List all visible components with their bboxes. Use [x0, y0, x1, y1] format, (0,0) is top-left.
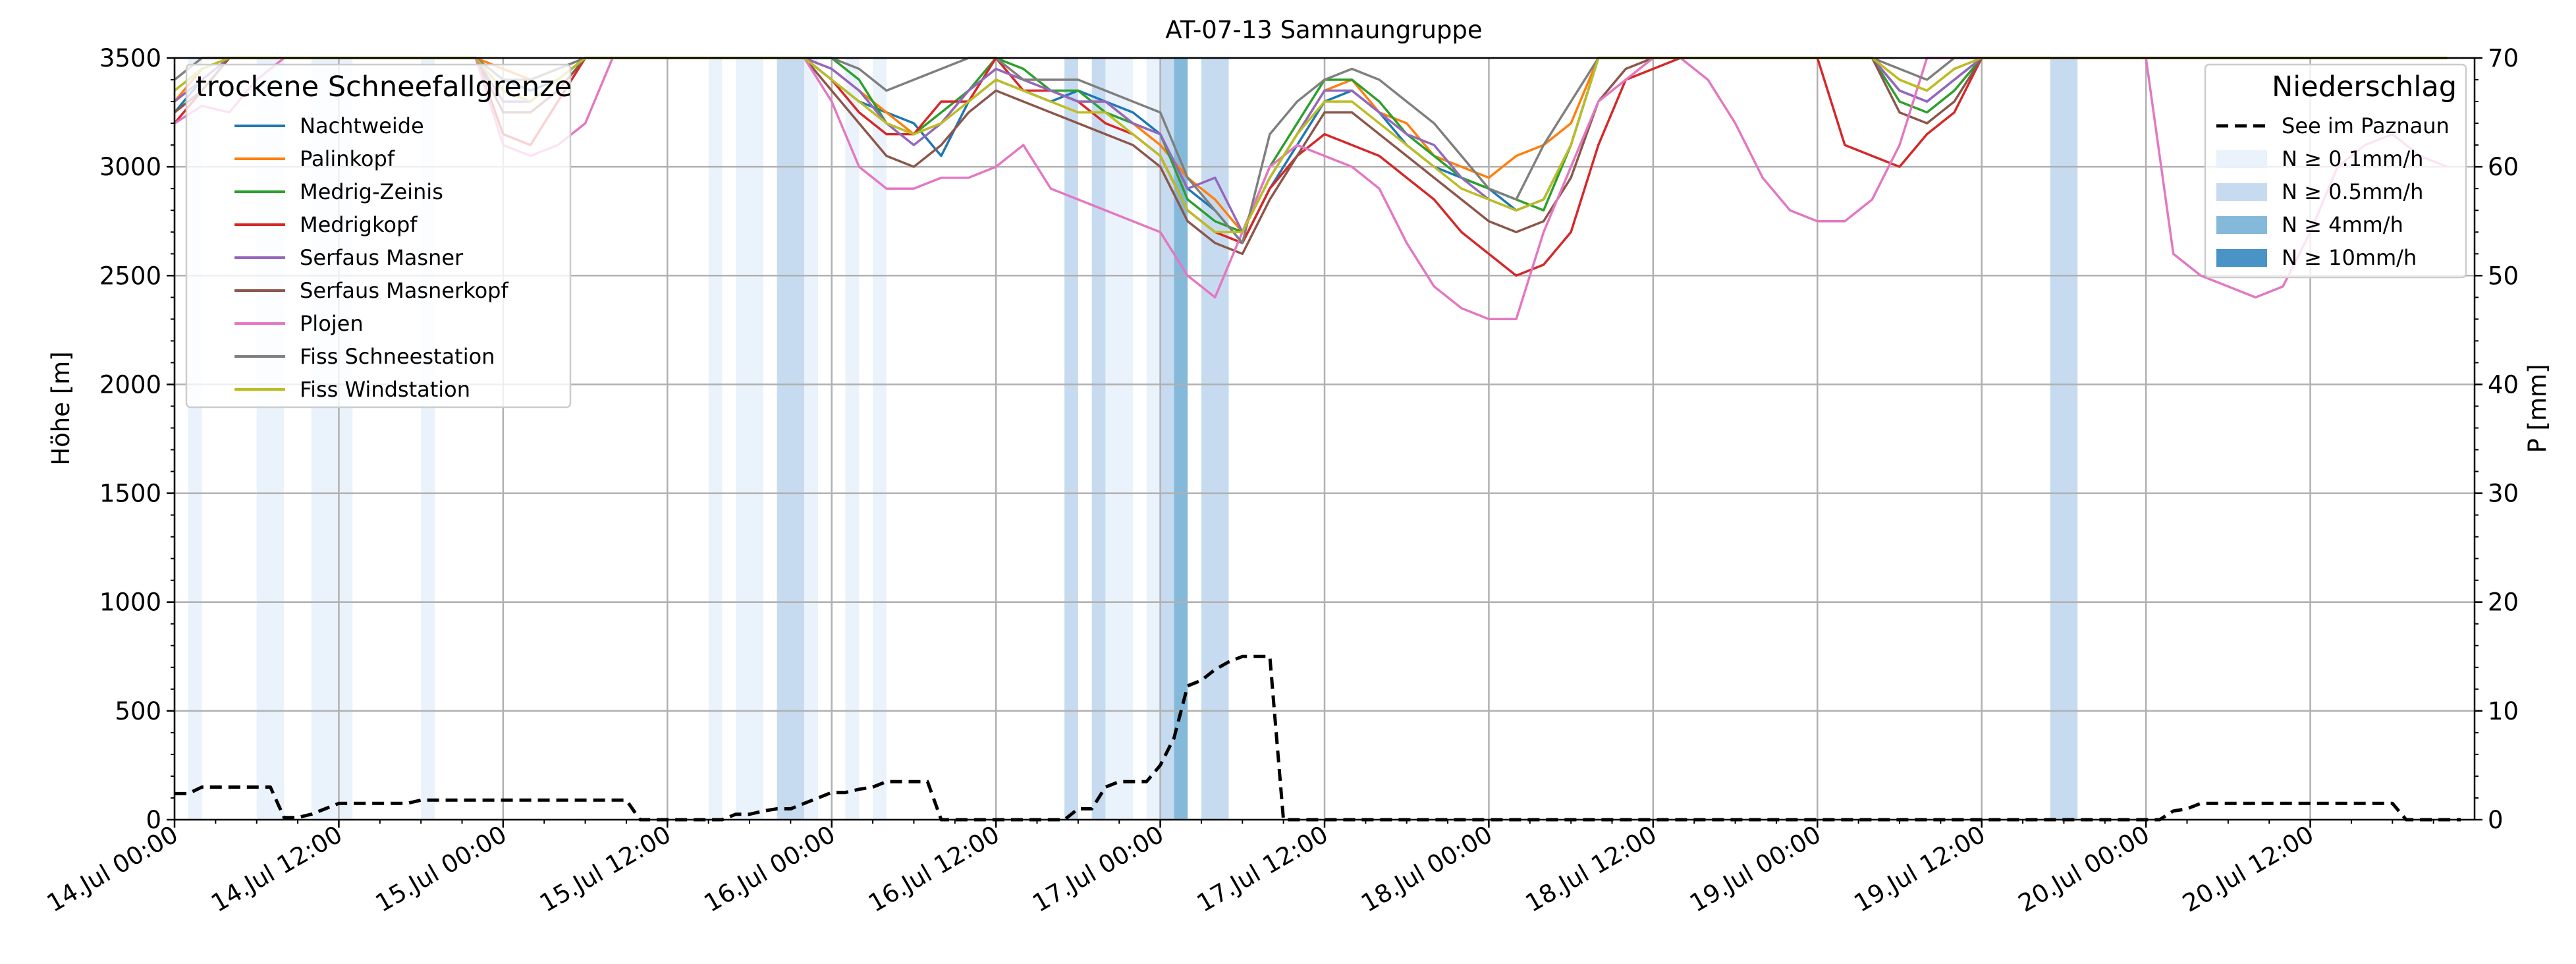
- xtick-label-3: 15.Jul 12:00: [535, 820, 676, 918]
- ytick-label-right-7: 70: [2488, 44, 2519, 72]
- xtick-label-0: 14.Jul 00:00: [42, 820, 183, 918]
- precip-band-17: [2050, 58, 2078, 820]
- legend-right-swatch-1: [2216, 150, 2267, 168]
- legend-snowline: trockene Schneefallgrenze Nachtweide Palin…: [185, 63, 572, 409]
- series-line-9: [175, 654, 2461, 822]
- precip-band-9: [873, 58, 887, 820]
- precip-band-16: [1201, 58, 1229, 820]
- precip-band-15: [1174, 58, 1188, 820]
- ytick-label-right-2: 20: [2488, 588, 2519, 617]
- xtick-label-4: 16.Jul 00:00: [699, 820, 840, 918]
- legend-precipitation: Niederschlag See im Paznaun N ≥ 0.1mm/h N ≥…: [2204, 63, 2467, 279]
- ytick-label-right-4: 40: [2488, 370, 2519, 399]
- precip-band-6: [777, 58, 805, 820]
- xtick-label-5: 16.Jul 12:00: [863, 820, 1004, 918]
- legend-right-title: Niederschlag: [2272, 71, 2457, 103]
- ytick-label-left-2: 1000: [99, 588, 161, 617]
- precip-band-12: [1105, 58, 1133, 820]
- xtick-label-13: 20.Jul 12:00: [2178, 820, 2318, 918]
- precip-band-7: [804, 58, 818, 820]
- precip-band-4: [708, 58, 723, 820]
- legend-left-entry-2: Medrig-Zeinis: [300, 179, 443, 204]
- xtick-label-8: 18.Jul 00:00: [1356, 820, 1497, 918]
- ytick-label-left-6: 3000: [99, 153, 161, 181]
- precip-band-11: [1091, 58, 1106, 820]
- y-axis-label: Höhe [m]: [47, 351, 75, 465]
- legend-left-entry-8: Fiss Windstation: [300, 377, 470, 402]
- legend-left-entry-7: Fiss Schneestation: [300, 344, 495, 369]
- precip-band-5: [736, 58, 763, 820]
- xtick-label-1: 14.Jul 12:00: [206, 820, 347, 918]
- y-axis-right-label: P [mm]: [2523, 364, 2552, 453]
- legend-right-entry-1: N ≥ 0.1mm/h: [2282, 146, 2423, 171]
- legend-left-entry-4: Serfaus Masner: [300, 245, 464, 270]
- ytick-label-left-1: 500: [115, 697, 161, 725]
- ytick-label-right-6: 60: [2488, 153, 2519, 181]
- precip-band-13: [1146, 58, 1161, 820]
- xtick-label-9: 18.Jul 12:00: [1521, 820, 1662, 918]
- xtick-label-2: 15.Jul 00:00: [371, 820, 512, 918]
- legend-right-box: [2204, 63, 2467, 279]
- precip-band-10: [1064, 58, 1078, 820]
- ytick-label-left-3: 1500: [99, 480, 161, 508]
- legend-left-entry-0: Nachtweide: [300, 113, 424, 138]
- legend-right-entry-2: N ≥ 0.5mm/h: [2282, 179, 2423, 204]
- ytick-label-left-5: 2500: [99, 262, 161, 290]
- xtick-label-12: 20.Jul 00:00: [2014, 820, 2154, 918]
- legend-right-entry-3: N ≥ 4mm/h: [2282, 212, 2403, 237]
- legend-right-swatch-3: [2216, 216, 2267, 234]
- legend-left-entry-5: Serfaus Masnerkopf: [300, 278, 508, 303]
- precipitation-bands: [188, 58, 2078, 820]
- ytick-label-right-5: 50: [2488, 262, 2519, 290]
- ytick-label-right-0: 0: [2488, 806, 2504, 834]
- legend-left-entry-6: Plojen: [300, 311, 364, 336]
- xtick-label-6: 17.Jul 00:00: [1028, 820, 1168, 918]
- legend-right-swatch-4: [2216, 249, 2267, 267]
- xtick-label-11: 19.Jul 12:00: [1850, 820, 1990, 918]
- ytick-label-left-0: 0: [146, 806, 161, 834]
- legend-right-entry-0: See im Paznaun: [2282, 113, 2450, 138]
- chart-title: AT-07-13 Samnaungruppe: [1165, 16, 1482, 44]
- legend-left-title: trockene Schneefallgrenze: [196, 71, 572, 103]
- legend-left-box: [185, 63, 572, 409]
- ytick-label-right-3: 30: [2488, 480, 2519, 508]
- legend-left-entry-3: Medrigkopf: [300, 212, 418, 237]
- legend-right-swatch-2: [2216, 183, 2267, 201]
- ytick-label-right-1: 10: [2488, 697, 2519, 725]
- xtick-label-10: 19.Jul 00:00: [1685, 820, 1826, 918]
- ytick-label-left-4: 2000: [99, 370, 161, 399]
- legend-left-entry-1: Palinkopf: [300, 146, 395, 171]
- ytick-label-left-7: 3500: [99, 44, 161, 72]
- xtick-label-7: 17.Jul 12:00: [1192, 820, 1333, 918]
- precip-band-8: [845, 58, 860, 820]
- legend-right-entry-4: N ≥ 10mm/h: [2282, 245, 2417, 270]
